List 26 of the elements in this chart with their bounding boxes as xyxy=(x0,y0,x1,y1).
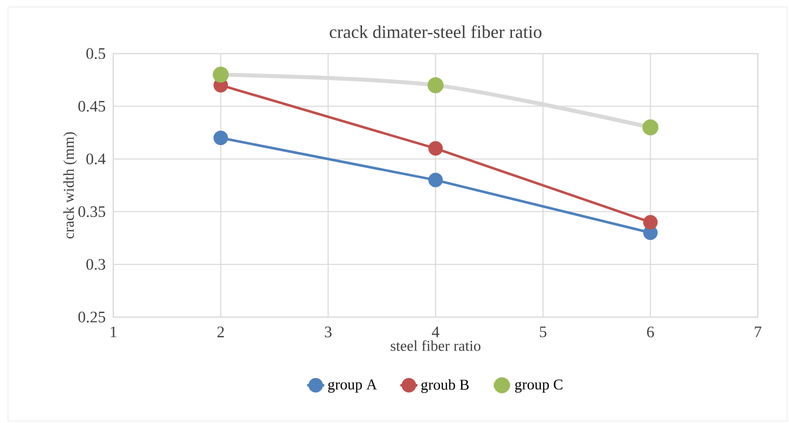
point xyxy=(643,214,658,230)
point xyxy=(213,130,228,146)
x-axis-title: steel fiber ratio xyxy=(390,340,480,351)
point xyxy=(212,66,229,83)
y-tick-label: 0.25 xyxy=(78,312,106,322)
legend-label: groub B xyxy=(421,379,469,393)
x-tick-label: 1 xyxy=(110,326,116,338)
x-tick-label: 3 xyxy=(324,326,332,338)
legend-label: group C xyxy=(515,379,562,393)
point xyxy=(428,141,443,156)
y-tick-label: 0.45 xyxy=(78,100,106,112)
y-tick-label: 0.4 xyxy=(86,154,106,164)
y-axis-title: crack width (mm) xyxy=(63,132,77,238)
y-tick-label: 0.5 xyxy=(86,48,106,59)
x-tick-label: 7 xyxy=(754,326,762,338)
x-tick-label: 2 xyxy=(217,326,224,338)
point xyxy=(642,119,658,136)
x-tick-label: 5 xyxy=(540,326,546,338)
point xyxy=(428,77,444,94)
x-tick-label: 4 xyxy=(432,326,440,338)
y-tick-label: 0.3 xyxy=(86,258,106,270)
legend-label: group A xyxy=(328,380,377,393)
point xyxy=(428,172,443,188)
x-tick-label: 6 xyxy=(647,326,654,338)
chart-title: crack dimater-steel fiber ratio xyxy=(330,25,542,38)
y-tick-label: 0.35 xyxy=(78,206,106,218)
